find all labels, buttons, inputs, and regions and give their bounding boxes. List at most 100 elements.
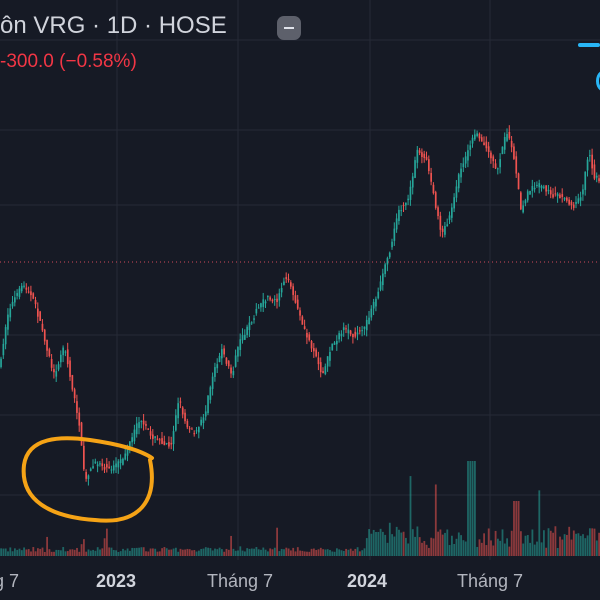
volume-bar bbox=[398, 529, 400, 556]
candle-body bbox=[326, 356, 329, 367]
candle-body bbox=[269, 297, 271, 300]
volume-bar bbox=[301, 550, 304, 556]
candle-body bbox=[517, 173, 520, 190]
candle-body bbox=[76, 401, 78, 413]
volume-bar bbox=[467, 461, 469, 556]
candle-body bbox=[513, 146, 515, 159]
candle-body bbox=[349, 330, 352, 335]
volume-bar bbox=[64, 551, 67, 556]
candle-body bbox=[18, 288, 21, 297]
volume-bar bbox=[593, 528, 596, 556]
candle-body bbox=[188, 428, 191, 430]
volume-bar bbox=[175, 547, 177, 556]
candle-body bbox=[347, 329, 350, 334]
volume-bar bbox=[568, 526, 571, 556]
candle-body bbox=[149, 431, 152, 436]
volume-bar bbox=[476, 546, 479, 556]
candle-body bbox=[16, 293, 18, 296]
candle-body bbox=[370, 308, 373, 318]
volume-bar bbox=[421, 542, 423, 556]
x-tick-label: g 7 bbox=[0, 571, 20, 591]
candle-body bbox=[455, 186, 458, 198]
candles bbox=[0, 125, 600, 486]
volume-bar bbox=[200, 548, 203, 556]
volume-bar bbox=[317, 549, 320, 556]
candle-body bbox=[416, 149, 419, 163]
volume-bar bbox=[138, 547, 140, 556]
candle-body bbox=[264, 301, 267, 304]
candle-body bbox=[375, 298, 377, 307]
volume-bar bbox=[444, 532, 446, 556]
volume-bar bbox=[303, 551, 306, 556]
candle-body bbox=[78, 412, 81, 426]
volume-bar bbox=[368, 529, 370, 556]
volume-bar bbox=[292, 547, 295, 556]
volume-bar bbox=[453, 543, 456, 556]
volume-bar bbox=[582, 534, 584, 556]
x-tick-label: 2023 bbox=[96, 571, 137, 591]
volume-bar bbox=[577, 533, 580, 556]
volume-bar bbox=[239, 546, 242, 556]
candle-body bbox=[198, 426, 200, 433]
candle-body bbox=[345, 328, 347, 330]
candle-body bbox=[538, 183, 541, 188]
volume-bar bbox=[62, 547, 65, 556]
volume-bar bbox=[4, 548, 7, 556]
volume-bar bbox=[365, 538, 368, 556]
volume-bar bbox=[195, 551, 198, 556]
volume-bar bbox=[382, 531, 384, 556]
volume-bar bbox=[126, 548, 129, 556]
candle-body bbox=[234, 355, 237, 367]
collapse-legend-button[interactable] bbox=[277, 16, 301, 40]
volume-bar bbox=[55, 549, 58, 556]
volume-bar bbox=[237, 550, 239, 556]
candle-body bbox=[30, 291, 32, 296]
x-tick-label: 2024 bbox=[347, 571, 388, 591]
volume-bar bbox=[586, 535, 589, 556]
candle-body bbox=[23, 285, 25, 287]
volume-bar bbox=[485, 545, 488, 556]
candle-body bbox=[474, 134, 476, 140]
volume-bar bbox=[437, 531, 439, 556]
volume-bar bbox=[409, 476, 412, 556]
volume-bar bbox=[9, 547, 12, 556]
volume-bar bbox=[246, 548, 249, 556]
volume-bar bbox=[204, 547, 207, 556]
candle-body bbox=[267, 295, 269, 298]
candle-body bbox=[529, 190, 531, 195]
volume-bar bbox=[407, 543, 410, 556]
volume-bar bbox=[124, 550, 127, 556]
volume-bar bbox=[313, 548, 315, 556]
candle-body bbox=[177, 403, 179, 419]
candle-body bbox=[175, 415, 177, 431]
candle-body bbox=[503, 136, 506, 150]
volume-bar bbox=[198, 550, 200, 556]
volume-bar bbox=[41, 547, 44, 556]
candle-body bbox=[402, 205, 405, 207]
volume-bar bbox=[142, 547, 145, 556]
candle-body bbox=[556, 193, 559, 197]
candle-body bbox=[561, 194, 564, 197]
volume-bar bbox=[579, 535, 582, 556]
volume-bar bbox=[543, 530, 545, 556]
candle-body bbox=[60, 354, 62, 363]
candle-body bbox=[559, 194, 561, 199]
candle-body bbox=[506, 134, 508, 141]
volume-bar bbox=[506, 538, 508, 556]
volume-bar bbox=[432, 538, 435, 556]
volume-bar bbox=[460, 535, 462, 556]
candle-body bbox=[34, 300, 37, 305]
volume-bar bbox=[92, 549, 94, 556]
candle-body bbox=[0, 358, 2, 368]
candle-body bbox=[181, 407, 184, 415]
volume-bar bbox=[276, 527, 278, 556]
candle-body bbox=[572, 204, 575, 208]
candle-body bbox=[586, 159, 589, 171]
candle-body bbox=[515, 156, 518, 174]
annotation-circle bbox=[21, 436, 154, 523]
volume-bar bbox=[211, 550, 214, 556]
volume-bar bbox=[106, 528, 108, 556]
candle-body bbox=[112, 465, 115, 471]
candle-body bbox=[303, 326, 306, 329]
